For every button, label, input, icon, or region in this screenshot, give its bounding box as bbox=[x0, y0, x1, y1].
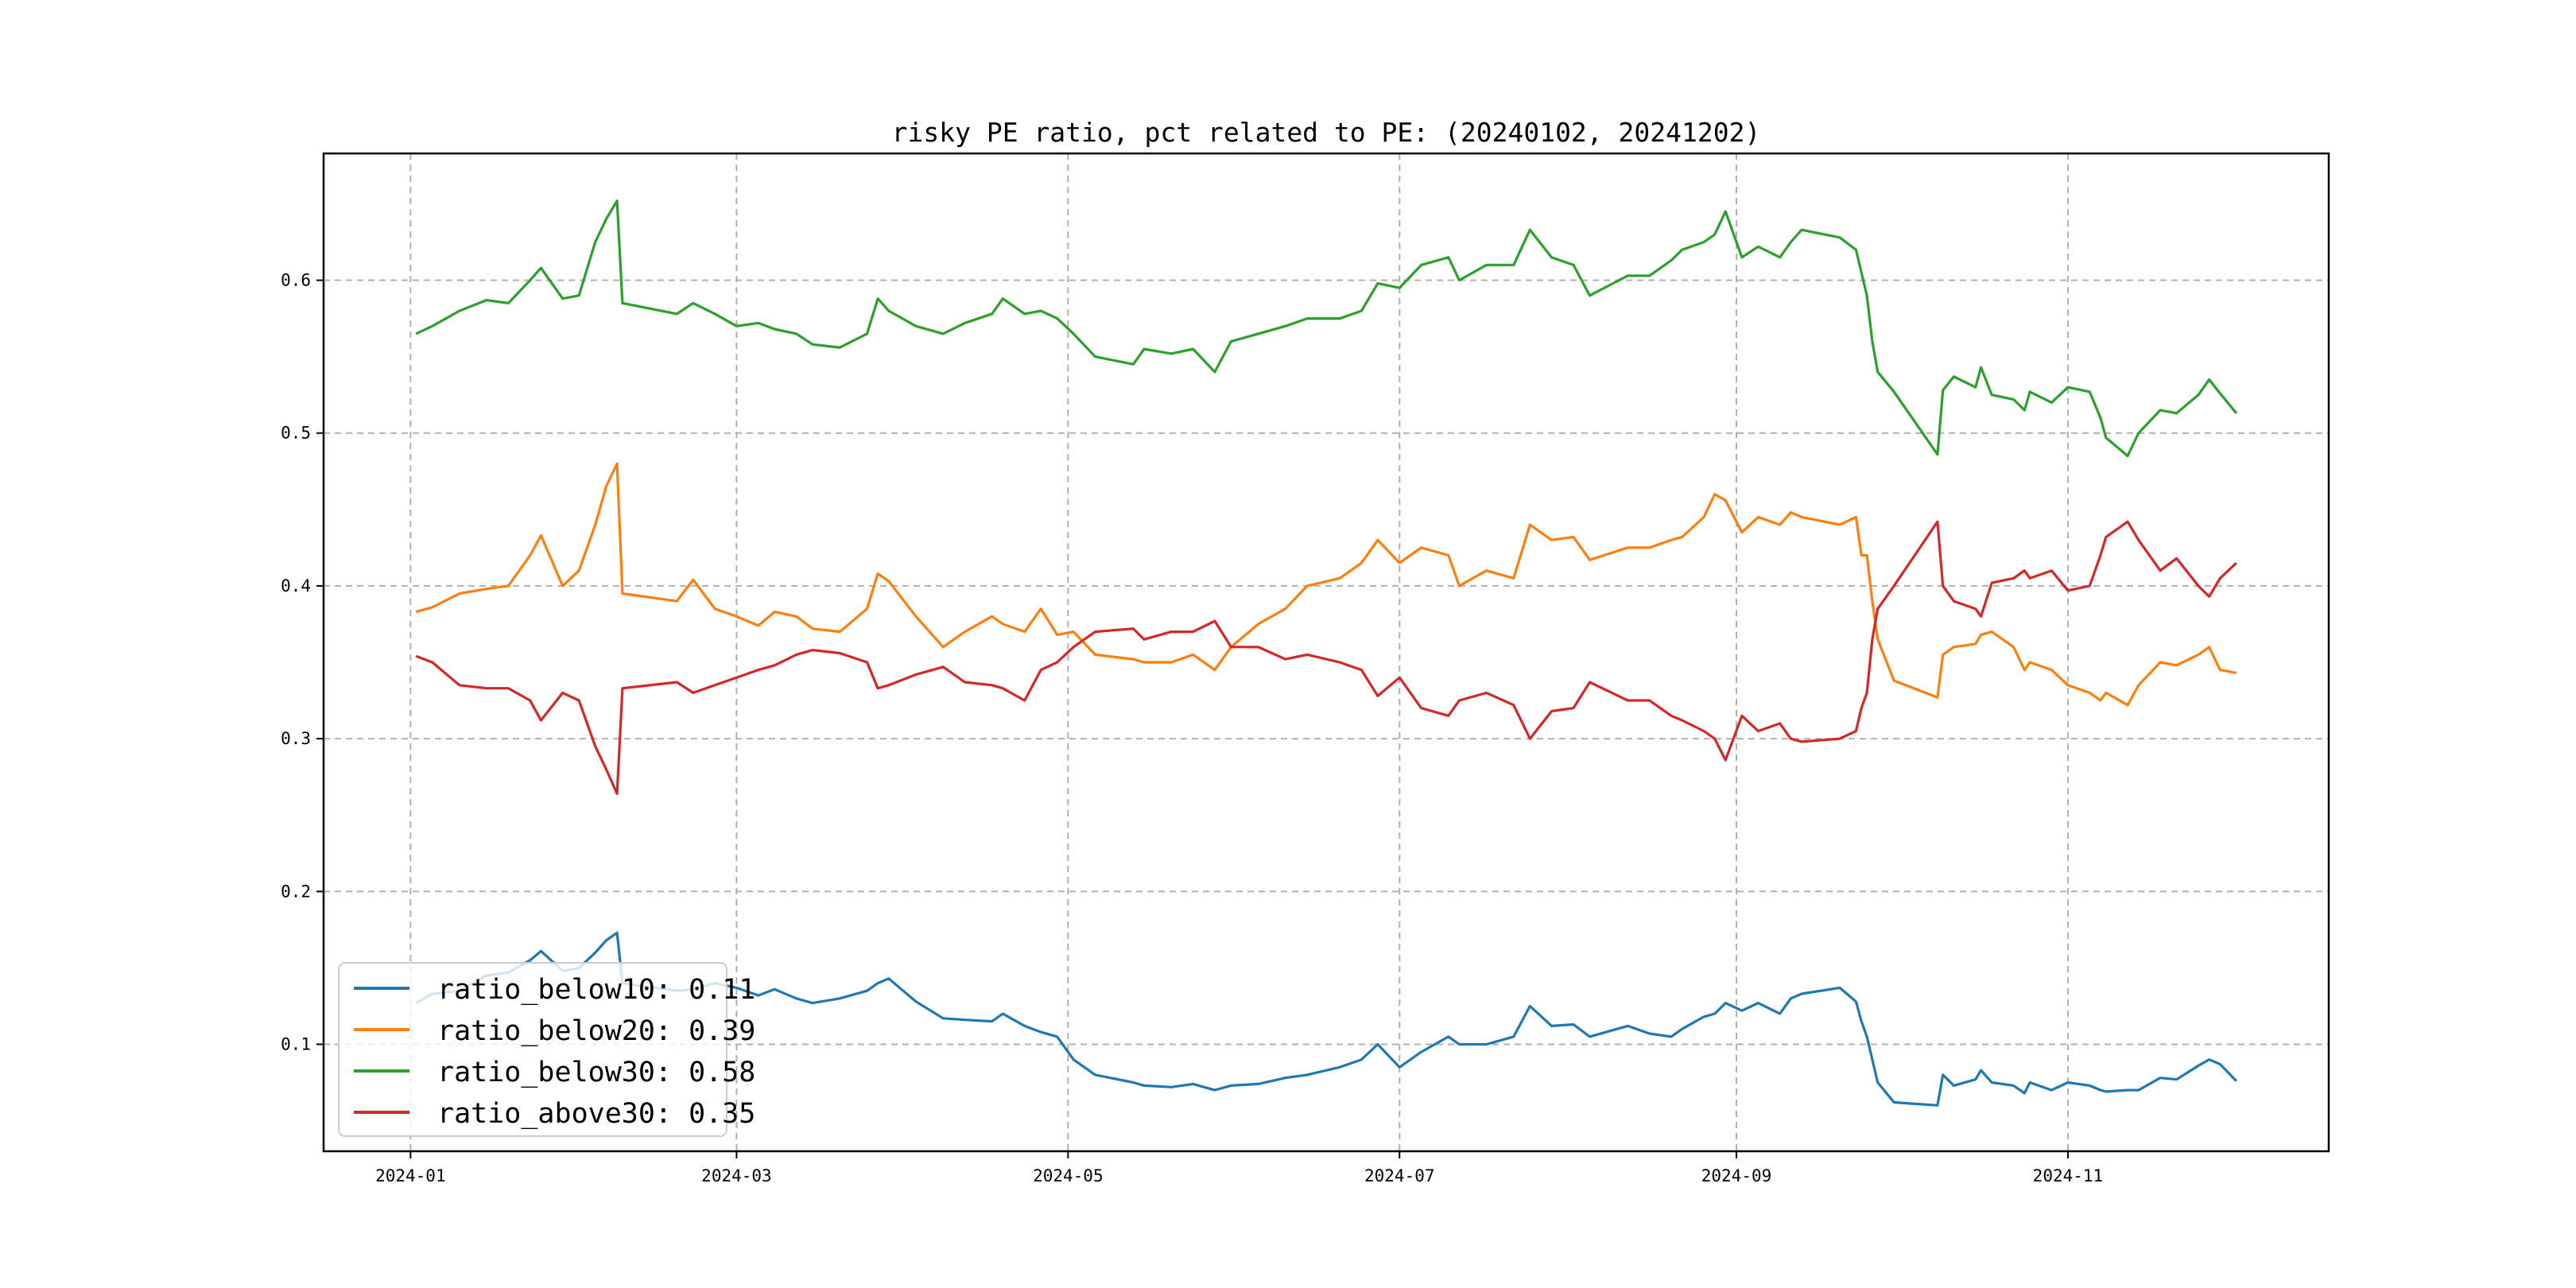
legend-label-ratio_above30: ratio_above30: 0.35 bbox=[437, 1098, 755, 1130]
y-tick-label: 0.4 bbox=[281, 576, 311, 596]
series-line-ratio_below30 bbox=[415, 200, 2238, 458]
legend-label-ratio_below10: ratio_below10: 0.11 bbox=[437, 974, 755, 1006]
x-tick-label: 2024-01 bbox=[375, 1166, 446, 1185]
x-tick-label: 2024-09 bbox=[1701, 1166, 1772, 1185]
legend-label-ratio_below30: ratio_below30: 0.58 bbox=[437, 1057, 755, 1088]
y-tick-label: 0.5 bbox=[281, 424, 311, 443]
x-tick-label: 2024-11 bbox=[2033, 1166, 2104, 1185]
series-line-ratio_below10 bbox=[415, 931, 2237, 1107]
y-tick-label: 0.1 bbox=[281, 1034, 311, 1053]
legend: ratio_below10: 0.11 ratio_below20: 0.39 ra… bbox=[338, 962, 755, 1137]
axis-ticks: 2024-01 2024-03 2024-05 2024-07 2024-09 2024-… bbox=[281, 271, 2103, 1185]
x-tick-label: 2024-03 bbox=[701, 1166, 772, 1185]
series-line-ratio_below20 bbox=[415, 462, 2237, 707]
chart-title: risky PE ratio, pct related to PE: (2024… bbox=[892, 117, 1761, 148]
y-tick-label: 0.2 bbox=[281, 882, 311, 901]
legend-label-ratio_below20: ratio_below20: 0.39 bbox=[437, 1015, 755, 1047]
plot-frame bbox=[322, 152, 2330, 1153]
grid bbox=[324, 153, 2329, 1151]
y-tick-label: 0.6 bbox=[281, 271, 311, 290]
legend-box bbox=[338, 962, 727, 1137]
x-tick-label: 2024-07 bbox=[1364, 1166, 1435, 1185]
series-group bbox=[415, 200, 2238, 1107]
series-line-ratio_above30 bbox=[415, 520, 2237, 795]
x-tick-label: 2024-05 bbox=[1033, 1166, 1104, 1185]
y-tick-label: 0.3 bbox=[281, 729, 311, 748]
